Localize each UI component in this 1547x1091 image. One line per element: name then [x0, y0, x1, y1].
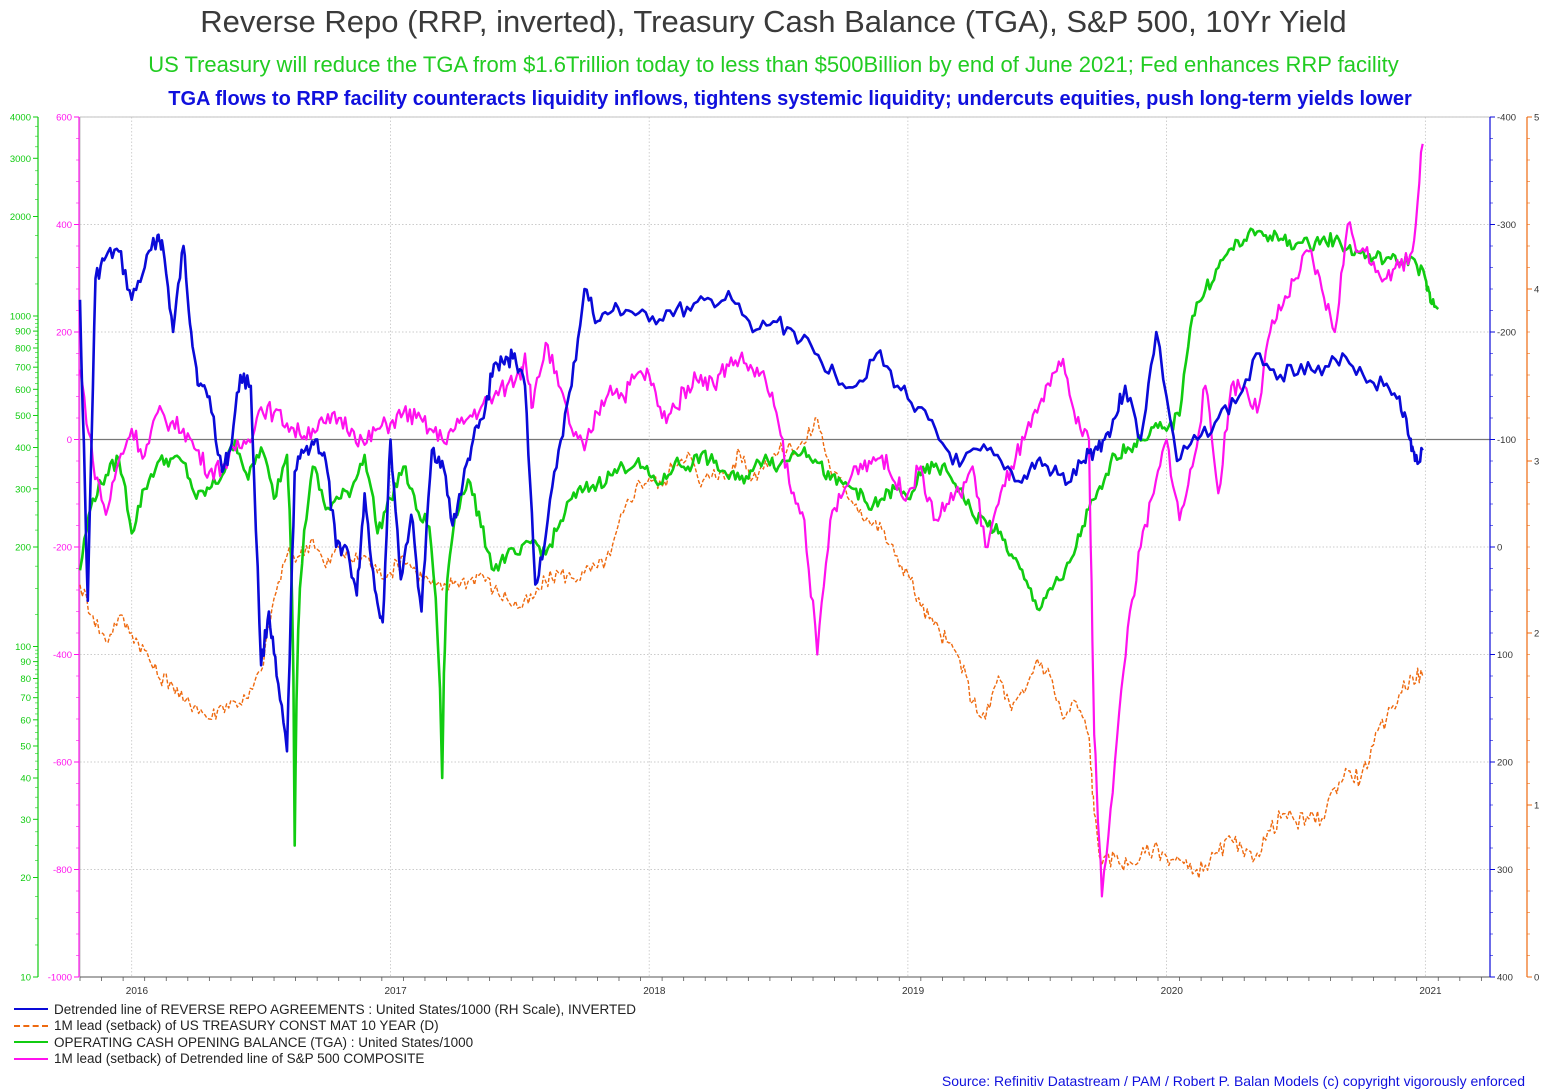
legend-swatch-spx: [14, 1057, 48, 1060]
spx-tick-label: 0: [67, 435, 72, 446]
yield-tick-label: 4: [1534, 285, 1539, 296]
tga-tick-label: 3000: [10, 154, 31, 165]
legend: Detrended line of REVERSE REPO AGREEMENT…: [14, 1001, 636, 1067]
chart-title: Reverse Repo (RRP, inverted), Treasury C…: [200, 4, 1347, 39]
spx-tick-label: 200: [56, 328, 72, 339]
legend-item-yield: 1M lead (setback) of US TREASURY CONST M…: [14, 1018, 636, 1035]
x-tick-label: 2016: [126, 986, 149, 997]
x-tick-label: 2020: [1161, 986, 1184, 997]
tga-tick-label: 100: [15, 642, 31, 653]
rrp-tick-label: 100: [1497, 650, 1513, 661]
chart-area: 2016 2017 2018 2019 2020 20211020304050607080…: [10, 113, 1539, 998]
x-tick-label: 2018: [643, 986, 666, 997]
series-line-rrp: [78, 233, 1424, 753]
tga-tick-label: 20: [20, 873, 31, 884]
tga-tick-label: 500: [15, 411, 31, 422]
legend-item-tga: OPERATING CASH OPENING BALANCE (TGA) : U…: [14, 1034, 636, 1051]
rrp-tick-label: 200: [1497, 758, 1513, 769]
rrp-tick-label: -200: [1497, 328, 1516, 339]
legend-swatch-rrp: [14, 1008, 48, 1011]
chart-subtitle-2: TGA flows to RRP facility counteracts li…: [168, 88, 1412, 110]
tga-tick-label: 400: [15, 443, 31, 454]
legend-label-spx: 1M lead (setback) of Detrended line of S…: [54, 1051, 425, 1067]
tga-tick-label: 4000: [10, 113, 31, 124]
tga-tick-label: 900: [15, 327, 31, 338]
tga-tick-label: 200: [15, 543, 31, 554]
legend-label-tga: OPERATING CASH OPENING BALANCE (TGA) : U…: [54, 1034, 474, 1050]
rrp-tick-label: 0: [1497, 543, 1502, 554]
tga-tick-label: 30: [20, 815, 31, 826]
spx-tick-label: 600: [56, 113, 72, 124]
tga-tick-label: 1000: [10, 311, 31, 322]
spx-tick-label: -800: [53, 865, 72, 876]
tga-tick-label: 2000: [10, 212, 31, 223]
yield-tick-label: 5: [1534, 113, 1539, 124]
x-tick-label: 2021: [1419, 986, 1442, 997]
axes: 2016 2017 2018 2019 2020 20211020304050607080…: [10, 113, 1539, 998]
spx-tick-label: 400: [56, 220, 72, 231]
tga-tick-label: 70: [20, 693, 31, 704]
tga-tick-label: 600: [15, 385, 31, 396]
tga-tick-label: 10: [20, 973, 31, 984]
spx-tick-label: -1000: [48, 973, 72, 984]
rrp-tick-label: -400: [1497, 113, 1516, 124]
tga-tick-label: 40: [20, 774, 31, 785]
rrp-tick-label: 400: [1497, 973, 1513, 984]
tga-tick-label: 80: [20, 674, 31, 685]
tga-tick-label: 90: [20, 657, 31, 668]
series-line-tga: [78, 227, 1440, 847]
source-note: Source: Refinitiv Datastream / PAM / Rob…: [941, 1073, 1525, 1089]
x-tick-label: 2017: [385, 986, 408, 997]
legend-swatch-yield: [14, 1024, 48, 1027]
rrp-tick-label: 300: [1497, 865, 1513, 876]
spx-tick-label: -400: [53, 650, 72, 661]
tga-tick-label: 800: [15, 344, 31, 355]
series-line-spx: [78, 143, 1424, 898]
legend-label-rrp: Detrended line of REVERSE REPO AGREEMENT…: [54, 1001, 636, 1017]
rrp-tick-label: -100: [1497, 435, 1516, 446]
spx-tick-label: -200: [53, 543, 72, 554]
legend-item-rrp: Detrended line of REVERSE REPO AGREEMENT…: [14, 1001, 636, 1018]
yield-tick-label: 2: [1534, 629, 1539, 640]
yield-tick-label: 1: [1534, 801, 1539, 812]
yield-tick-label: 3: [1534, 457, 1539, 468]
legend-label-yield: 1M lead (setback) of US TREASURY CONST M…: [54, 1018, 439, 1034]
chart-subtitle-1: US Treasury will reduce the TGA from $1.…: [148, 52, 1399, 77]
legend-swatch-tga: [14, 1041, 48, 1044]
rrp-tick-label: -300: [1497, 220, 1516, 231]
tga-tick-label: 300: [15, 484, 31, 495]
tga-tick-label: 700: [15, 363, 31, 374]
yield-tick-label: 0: [1534, 973, 1539, 984]
tga-tick-label: 60: [20, 715, 31, 726]
legend-item-spx: 1M lead (setback) of Detrended line of S…: [14, 1051, 636, 1068]
series-layer: [78, 143, 1440, 898]
tga-tick-label: 50: [20, 741, 31, 752]
series-line-yield: [79, 417, 1424, 879]
x-tick-label: 2019: [902, 986, 925, 997]
spx-tick-label: -600: [53, 758, 72, 769]
